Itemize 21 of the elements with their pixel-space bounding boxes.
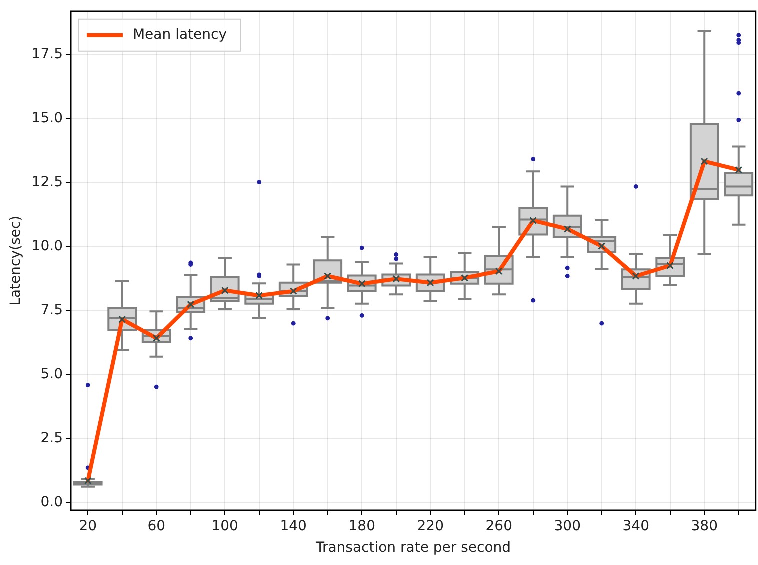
x-tick-label: 380 xyxy=(691,518,718,534)
y-tick-label: 15.0 xyxy=(32,110,63,127)
y-tick-label: 5.0 xyxy=(40,366,63,382)
y-tick-label: 2.5 xyxy=(40,430,63,446)
y-tick-label: 12.5 xyxy=(32,174,63,190)
y-tick-label: 10.0 xyxy=(32,238,63,254)
x-tick-label: 300 xyxy=(554,518,581,534)
x-tick-label: 100 xyxy=(212,518,238,534)
x-tick-label: 20 xyxy=(79,518,98,534)
y-tick-label: 17.5 xyxy=(32,46,63,63)
legend-label: Mean latency xyxy=(132,27,228,44)
x-tick-label: 140 xyxy=(280,518,307,534)
x-tick-label: 340 xyxy=(622,518,650,534)
x-tick-label: 60 xyxy=(148,518,166,534)
y-tick-label: 7.5 xyxy=(40,302,63,318)
y-tick-label: 0.0 xyxy=(40,494,63,510)
x-tick-label: 180 xyxy=(348,518,376,534)
x-tick-label: 220 xyxy=(417,518,444,534)
y-axis-title: Latency(sec) xyxy=(8,216,24,306)
x-axis-title: Transaction rate per second xyxy=(314,540,512,556)
x-tick-label: 260 xyxy=(486,518,512,534)
